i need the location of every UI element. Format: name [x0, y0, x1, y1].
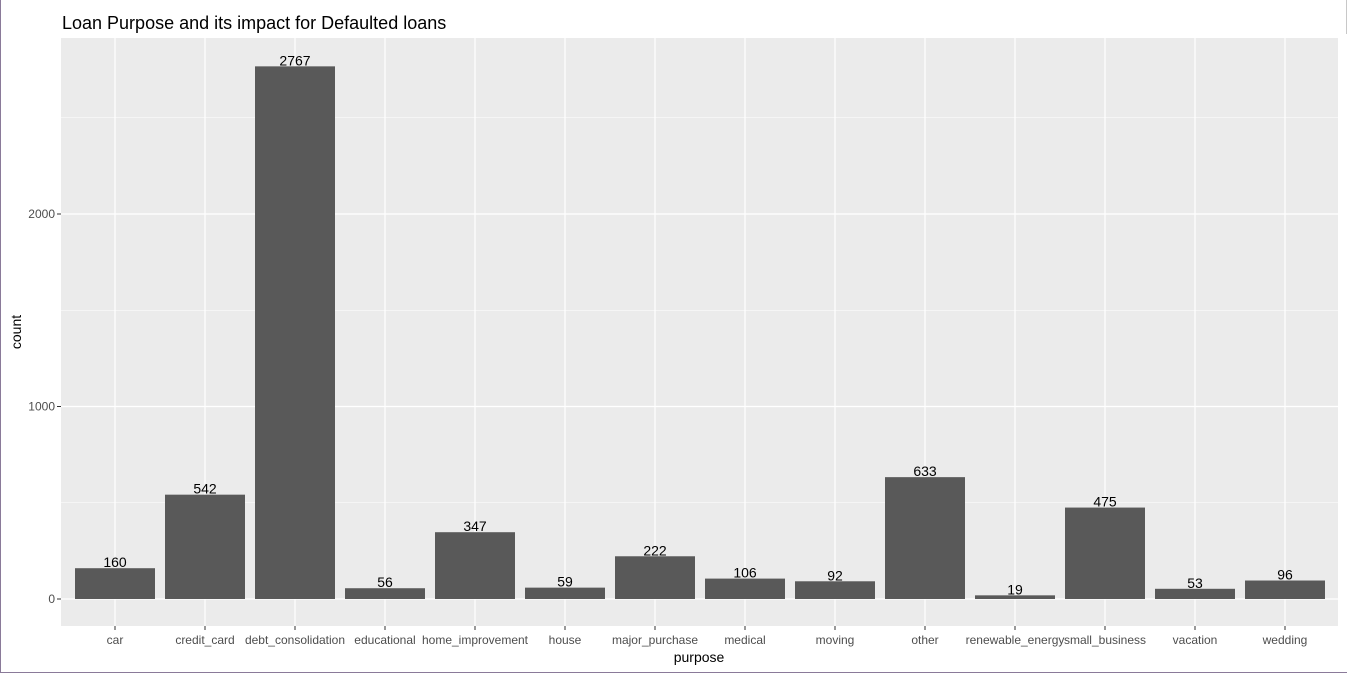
frame-edge: [1346, 0, 1347, 34]
y-tick-label: 1000: [28, 400, 55, 414]
bar: [975, 595, 1055, 599]
bar-value-label: 160: [103, 554, 127, 570]
bar: [345, 588, 425, 599]
bar: [1155, 588, 1235, 599]
bar-value-label: 222: [643, 542, 667, 558]
x-axis: car credit_card debt_consolidation educatio…: [107, 626, 1308, 647]
bar: [615, 556, 695, 599]
bar-value-label: 56: [377, 574, 393, 590]
bar: [705, 578, 785, 599]
y-tick-label: 2000: [28, 207, 55, 221]
x-tick-label: house: [549, 633, 582, 647]
bar: [75, 568, 155, 599]
x-tick-label: other: [911, 633, 938, 647]
x-axis-title: purpose: [674, 649, 725, 665]
bar: [795, 581, 875, 599]
bar: [165, 494, 245, 599]
x-tick-label: renewable_energy: [966, 633, 1065, 647]
bar: [885, 477, 965, 599]
bar-value-labels: 160 542 2767 56 347 59 222 106 92 633 19 475 53 96: [103, 52, 1293, 597]
bar-value-label: 475: [1093, 494, 1117, 510]
y-tick-label: 0: [48, 592, 55, 606]
x-tick-label: home_improvement: [422, 633, 529, 647]
bar: [1245, 580, 1325, 599]
x-tick-label: small_business: [1064, 633, 1146, 647]
x-tick-label: car: [107, 633, 124, 647]
bar-value-label: 19: [1007, 581, 1023, 597]
y-axis-title: count: [8, 315, 24, 349]
bar: [435, 532, 515, 599]
bar-value-label: 347: [463, 518, 487, 534]
bar-value-label: 92: [827, 567, 843, 583]
bar-value-label: 542: [193, 481, 217, 497]
bar: [525, 587, 605, 599]
y-axis: 0 1000 2000: [28, 207, 61, 606]
x-tick-label: educational: [354, 633, 415, 647]
bar-value-label: 96: [1277, 567, 1293, 583]
chart-title: Loan Purpose and its impact for Defaulte…: [62, 13, 446, 33]
bar-value-label: 2767: [279, 52, 310, 68]
bar: [1065, 507, 1145, 599]
x-tick-label: major_purchase: [612, 633, 698, 647]
bars: [75, 66, 1325, 600]
x-tick-label: medical: [724, 633, 765, 647]
x-tick-label: vacation: [1173, 633, 1218, 647]
x-tick-label: credit_card: [175, 633, 234, 647]
bar-value-label: 106: [733, 565, 757, 581]
bar: [255, 66, 335, 600]
plot-panel: [61, 38, 1338, 626]
bar-value-label: 53: [1187, 575, 1203, 591]
x-tick-label: wedding: [1262, 633, 1308, 647]
x-tick-label: moving: [816, 633, 855, 647]
x-tick-label: debt_consolidation: [245, 633, 345, 647]
bar-value-label: 59: [557, 574, 573, 590]
bar-value-label: 633: [913, 463, 937, 479]
